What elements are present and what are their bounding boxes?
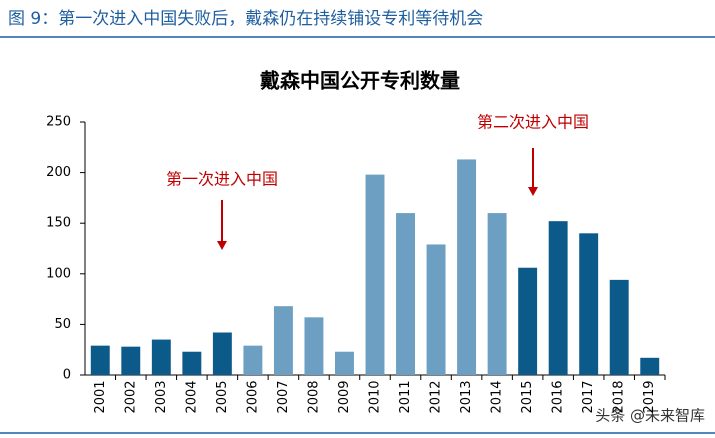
bar (487, 213, 507, 375)
annotation-arrowhead (528, 187, 538, 196)
annotation: 第一次进入中国 (166, 170, 278, 189)
bar (457, 159, 477, 375)
x-tick-label: 2018 (612, 380, 627, 413)
bar (365, 174, 385, 375)
x-tick-label: 2013 (459, 380, 474, 413)
y-tick-label: 200 (46, 165, 71, 180)
bar (121, 346, 141, 375)
y-tick-label: 100 (46, 266, 71, 281)
annotation: 第二次进入中国 (477, 113, 589, 132)
bar (518, 267, 538, 375)
x-tick-label: 2010 (368, 380, 383, 413)
bar (304, 317, 324, 375)
bar (609, 279, 629, 375)
x-tick-label: 2012 (429, 380, 444, 413)
bar (579, 233, 599, 375)
bar (426, 244, 446, 375)
x-tick-label: 2017 (581, 380, 596, 413)
x-tick-label: 2007 (276, 380, 291, 413)
bar (548, 221, 568, 375)
bar (90, 345, 110, 375)
bar (273, 306, 293, 375)
x-tick-label: 2009 (337, 380, 352, 413)
y-tick-label: 0 (63, 368, 71, 383)
y-tick-label: 250 (46, 115, 71, 130)
x-tick-label: 2006 (245, 380, 260, 413)
watermark: 头条 @未来智库 (595, 407, 705, 425)
x-tick-label: 2004 (184, 380, 199, 413)
page-header: 图 9：第一次进入中国失败后，戴森仍在持续铺设专利等待机会 (8, 9, 483, 29)
x-tick-label: 2008 (306, 380, 321, 413)
x-tick-label: 2003 (154, 380, 169, 413)
bar (640, 357, 660, 375)
x-tick-label: 2019 (642, 380, 657, 413)
x-tick-label: 2005 (215, 380, 230, 413)
bar (396, 213, 415, 375)
x-tick-label: 2011 (398, 380, 413, 413)
y-tick-label: 50 (54, 317, 71, 332)
bar (182, 351, 202, 375)
chart-title: 戴森中国公开专利数量 (260, 69, 460, 93)
annotation-arrowhead (217, 241, 227, 250)
bar (212, 332, 232, 375)
x-tick-label: 2015 (520, 380, 535, 413)
x-tick-label: 2002 (123, 380, 138, 413)
x-tick-label: 2001 (93, 380, 108, 413)
bar (151, 339, 171, 375)
bar (335, 351, 354, 375)
bar (243, 345, 263, 375)
x-tick-label: 2016 (551, 380, 566, 413)
y-tick-label: 150 (46, 216, 71, 231)
x-tick-label: 2014 (490, 380, 505, 413)
